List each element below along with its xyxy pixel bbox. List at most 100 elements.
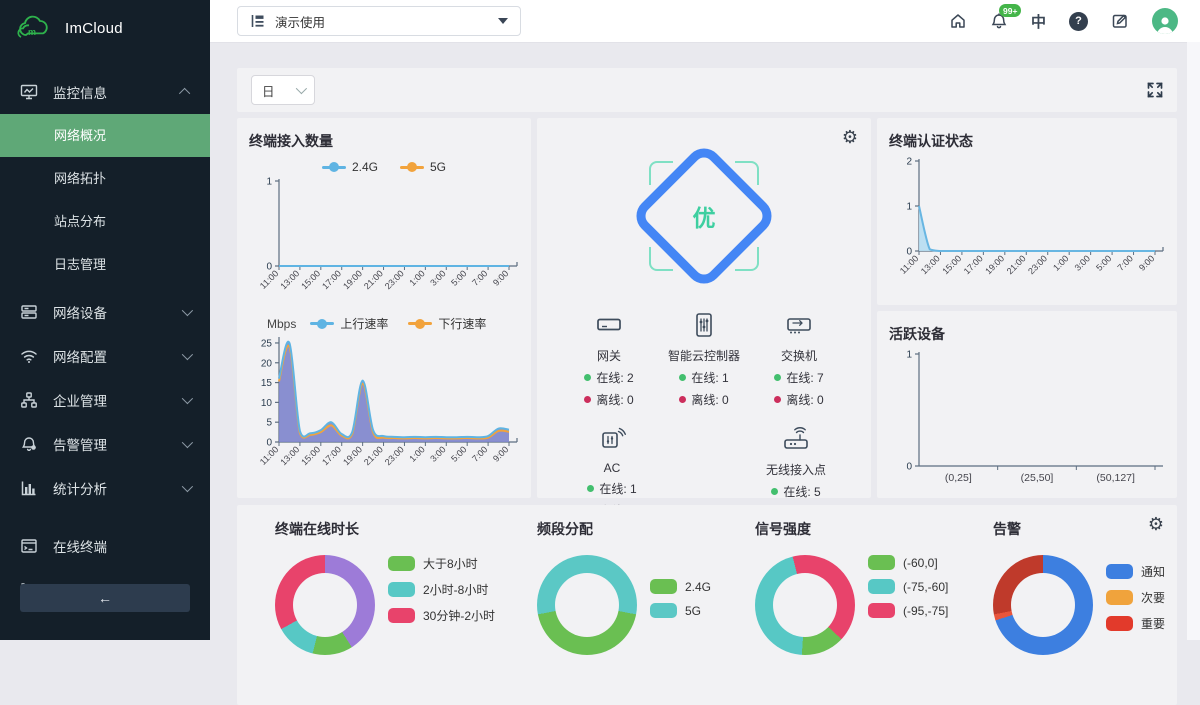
legend-item-2.4G[interactable]: 2.4G (321, 160, 378, 174)
health-grade-badge: 优 (537, 132, 871, 300)
legend-item-2小时-8小时[interactable]: 2小时-8小时 (388, 581, 495, 598)
monitor-chart-icon (20, 83, 38, 101)
active-devices-card: 活跃设备 0 1 (0,25] (25,50] (50,127] (877, 311, 1177, 498)
legend-swatch (1106, 590, 1133, 605)
legend-item-上行速率[interactable]: 上行速率 (310, 315, 388, 332)
svg-text:21:00: 21:00 (362, 444, 385, 467)
legend-item-(-75,-60][interactable]: (-75,-60] (868, 579, 948, 594)
sidebar-item-企业管理[interactable]: 企业管理 (0, 378, 210, 422)
card-title: 告警 (993, 521, 1021, 537)
legend-item-5G[interactable]: 5G (400, 160, 446, 174)
server-icon (20, 303, 38, 321)
chevron-down-icon (295, 82, 308, 95)
online-dot-icon (584, 374, 592, 381)
svg-text:(25,50]: (25,50] (1021, 472, 1054, 484)
scrollbar-track[interactable] (1187, 42, 1200, 640)
device-online-count: 在线: 1 (587, 480, 637, 497)
offline-dot-icon (584, 396, 592, 403)
svg-text:5:00: 5:00 (449, 268, 468, 287)
svg-text:1:00: 1:00 (407, 268, 426, 287)
legend-item-(-60,0][interactable]: (-60,0] (868, 555, 948, 570)
svg-text:13:00: 13:00 (278, 268, 301, 291)
svg-text:1:00: 1:00 (407, 444, 426, 463)
legend-swatch (388, 582, 415, 597)
svg-text:13:00: 13:00 (278, 444, 301, 467)
offline-dot-icon (774, 396, 782, 403)
legend-item-重要[interactable]: 重要 (1106, 615, 1165, 632)
svg-text:3:00: 3:00 (1073, 253, 1092, 272)
dashboard-toolbar: 日 (237, 68, 1177, 112)
legend-item-次要[interactable]: 次要 (1106, 589, 1165, 606)
legend-item-30分钟-2小时[interactable]: 30分钟-2小时 (388, 607, 495, 624)
legend-item-下行速率[interactable]: 下行速率 (408, 315, 486, 332)
wifi-icon (20, 347, 38, 365)
app-name: ImCloud (65, 19, 123, 37)
chevron-down-icon (181, 436, 194, 449)
svg-text:1: 1 (266, 177, 272, 188)
legend-swatch (1106, 616, 1133, 631)
legend-swatch (388, 556, 415, 571)
legend-line-marker (400, 162, 424, 172)
svg-text:9:00: 9:00 (491, 268, 510, 287)
notification-badge: 99+ (998, 4, 1022, 17)
terminal-icon (20, 537, 38, 555)
svg-text:13:00: 13:00 (919, 253, 942, 276)
svg-text:0: 0 (266, 438, 272, 449)
legend-item-2.4G[interactable]: 2.4G (650, 579, 711, 594)
sidebar-item-网络配置[interactable]: 网络配置 (0, 334, 210, 378)
offline-dot-icon (679, 396, 687, 403)
home-icon[interactable] (949, 12, 967, 30)
sidebar-item-label: 网络设备 (53, 306, 107, 321)
card-title: 终端在线时长 (275, 521, 359, 537)
legend-item-通知[interactable]: 通知 (1106, 563, 1165, 580)
sidebar-item-告警管理[interactable]: 告警管理 (0, 422, 210, 466)
period-select-value: 日 (262, 84, 275, 99)
sidebar-item-网络设备[interactable]: 网络设备 (0, 290, 210, 334)
device-offline-count: 离线: 0 (679, 391, 729, 408)
sidebar-subitem-日志管理[interactable]: 日志管理 (54, 257, 107, 272)
online-dot-icon (679, 374, 687, 381)
legend-item-(-95,-75][interactable]: (-95,-75] (868, 603, 948, 618)
online-dot-icon (587, 485, 595, 492)
sidebar-subitem-网络拓扑[interactable]: 网络拓扑 (54, 171, 107, 186)
sidebar-subitem-网络概况[interactable]: 网络概况 (0, 114, 210, 157)
legend-item-5G[interactable]: 5G (650, 603, 711, 618)
cloud-logo-icon: m (16, 14, 56, 42)
svg-text:15: 15 (261, 378, 273, 389)
legend-swatch (868, 579, 895, 594)
user-avatar[interactable] (1152, 8, 1178, 34)
org-selector[interactable]: 演示使用 (237, 6, 521, 36)
legend-item-大于8小时[interactable]: 大于8小时 (388, 555, 495, 572)
sidebar-item-统计分析[interactable]: 统计分析 (0, 466, 210, 510)
svg-text:1: 1 (906, 350, 912, 361)
legend-swatch (650, 579, 677, 594)
donut-section-告警: 告警通知次要重要 (993, 519, 1165, 705)
sidebar-item-在线终端[interactable]: 在线终端 (0, 524, 210, 568)
donut-section-频段分配: 频段分配 2.4G 5G (537, 519, 755, 705)
svg-text:15:00: 15:00 (940, 253, 963, 276)
device-name: 无线接入点 (765, 463, 826, 477)
help-icon[interactable]: ? (1069, 11, 1088, 31)
svg-text:10: 10 (261, 398, 273, 409)
svg-text:5: 5 (266, 418, 272, 429)
svg-text:21:00: 21:00 (362, 268, 385, 291)
fullscreen-icon[interactable] (1147, 82, 1163, 98)
settings-gear-icon[interactable]: ⚙ (841, 127, 858, 147)
language-toggle[interactable]: 中 (1030, 13, 1046, 31)
svg-text:3:00: 3:00 (428, 444, 447, 463)
notifications-bell-icon[interactable]: 99+ (990, 4, 1022, 30)
cloud-controller-icon (689, 310, 719, 340)
sidebar-item-监控信息[interactable]: 监控信息 (0, 70, 210, 114)
sidebar-collapse-button[interactable]: ← (20, 584, 190, 612)
donut-section-信号强度: 信号强度 (-60,0] (-75,-60] (-95,-75] (755, 519, 993, 705)
device-status-交换机: 交换机 在线: 7 离线: 0 (753, 310, 845, 408)
card-title: 频段分配 (537, 521, 593, 537)
settings-gear-icon[interactable]: ⚙ (1147, 514, 1164, 534)
chevron-down-icon (181, 348, 194, 361)
feedback-edit-icon[interactable] (1111, 12, 1129, 30)
traffic-chart-legend: 上行速率 下行速率 (310, 315, 519, 332)
sidebar-subitem-站点分布[interactable]: 站点分布 (54, 214, 107, 229)
sidebar: m ImCloud 监控信息 网络概况网络拓扑站点分布日志管理网络设备网络配置 企业… (0, 0, 210, 640)
period-select[interactable]: 日 (251, 75, 315, 105)
